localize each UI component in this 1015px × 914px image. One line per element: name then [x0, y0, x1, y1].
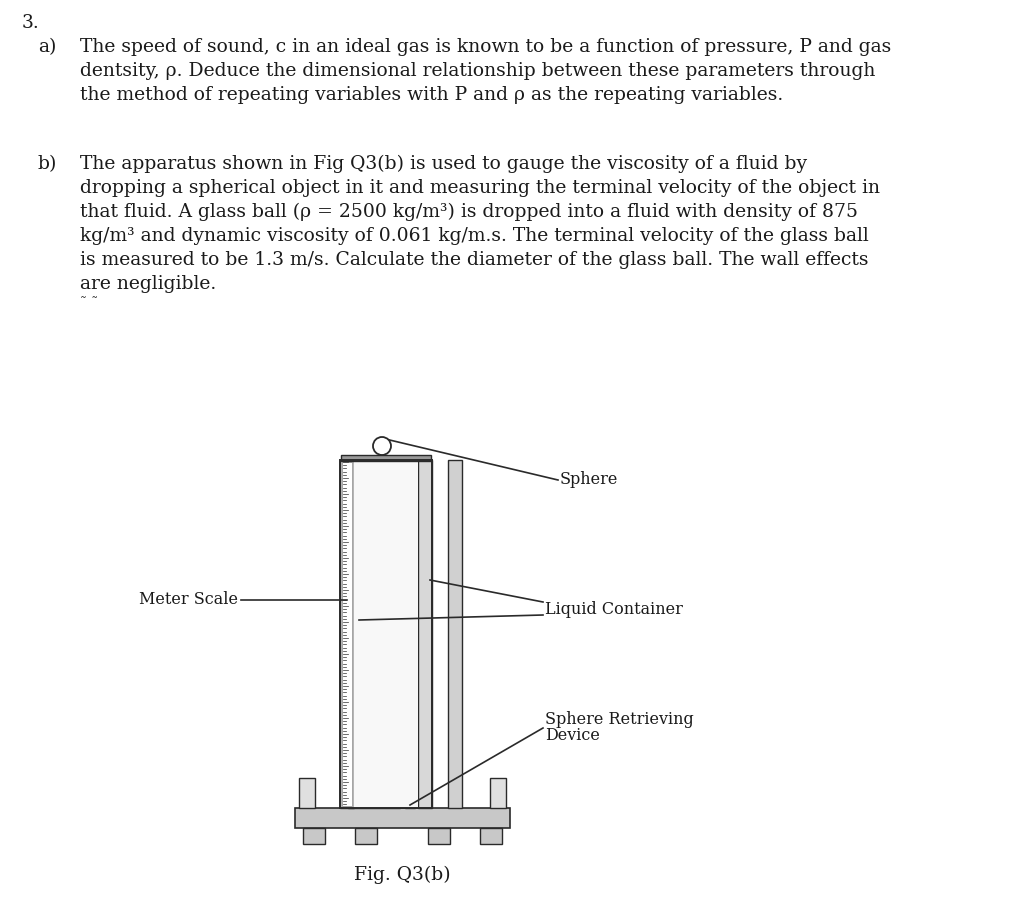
- Bar: [299, 778, 315, 808]
- Bar: [448, 460, 462, 808]
- Text: 3.: 3.: [22, 14, 40, 32]
- Text: Fig. Q3(b): Fig. Q3(b): [354, 866, 451, 884]
- Text: that fluid. A glass ball (ρ = 2500 kg/m³) is dropped into a fluid with density o: that fluid. A glass ball (ρ = 2500 kg/m³…: [80, 203, 858, 221]
- Text: Sphere Retrieving: Sphere Retrieving: [545, 711, 693, 728]
- Text: the method of repeating variables with P and ρ as the repeating variables.: the method of repeating variables with P…: [80, 86, 784, 104]
- Text: Sphere: Sphere: [560, 472, 618, 488]
- Text: kg/m³ and dynamic viscosity of 0.061 kg/m.s. The terminal velocity of the glass : kg/m³ and dynamic viscosity of 0.061 kg/…: [80, 227, 869, 245]
- Bar: [354, 460, 418, 808]
- Circle shape: [373, 437, 391, 455]
- Text: Liquid Container: Liquid Container: [545, 601, 683, 619]
- Bar: [480, 828, 502, 844]
- Text: The apparatus shown in Fig Q3(b) is used to gauge the viscosity of a fluid by: The apparatus shown in Fig Q3(b) is used…: [80, 155, 807, 174]
- Text: is measured to be 1.3 m/s. Calculate the diameter of the glass ball. The wall ef: is measured to be 1.3 m/s. Calculate the…: [80, 251, 869, 269]
- Bar: [342, 462, 352, 806]
- Bar: [340, 460, 432, 808]
- Bar: [428, 828, 450, 844]
- Text: dropping a spherical object in it and measuring the terminal velocity of the obj: dropping a spherical object in it and me…: [80, 179, 880, 197]
- Bar: [405, 800, 415, 808]
- Bar: [340, 460, 354, 808]
- Text: a): a): [38, 38, 57, 56]
- Text: Device: Device: [545, 728, 600, 745]
- Text: b): b): [38, 155, 58, 173]
- Text: ˜ ˜: ˜ ˜: [80, 297, 98, 311]
- Bar: [341, 455, 431, 461]
- Text: are negligible.: are negligible.: [80, 275, 216, 293]
- Bar: [303, 828, 325, 844]
- Text: dentsity, ρ. Deduce the dimensional relationship between these parameters throug: dentsity, ρ. Deduce the dimensional rela…: [80, 62, 875, 80]
- Bar: [295, 808, 510, 828]
- Bar: [418, 460, 432, 808]
- Text: The speed of sound, c in an ideal gas is known to be a function of pressure, P a: The speed of sound, c in an ideal gas is…: [80, 38, 891, 56]
- Bar: [348, 798, 400, 808]
- Bar: [355, 828, 377, 844]
- Bar: [490, 778, 506, 808]
- Text: Meter Scale: Meter Scale: [139, 591, 238, 609]
